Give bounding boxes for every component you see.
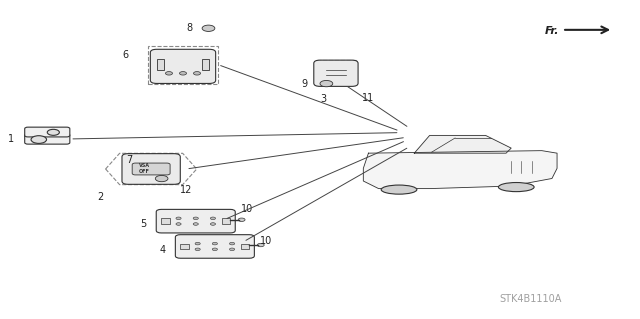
- Ellipse shape: [381, 185, 417, 194]
- Circle shape: [212, 248, 218, 251]
- Circle shape: [193, 71, 200, 75]
- Circle shape: [230, 248, 235, 251]
- Text: 5: 5: [140, 219, 147, 229]
- Polygon shape: [414, 136, 511, 153]
- Circle shape: [211, 217, 216, 219]
- FancyBboxPatch shape: [314, 60, 358, 86]
- Text: 3: 3: [320, 94, 326, 104]
- Circle shape: [176, 217, 181, 219]
- Bar: [241, 244, 249, 249]
- Bar: [157, 59, 164, 70]
- Circle shape: [320, 80, 333, 87]
- Text: 1: 1: [8, 134, 14, 144]
- Text: 12: 12: [180, 184, 193, 195]
- FancyBboxPatch shape: [132, 163, 170, 175]
- FancyBboxPatch shape: [175, 235, 254, 258]
- Polygon shape: [364, 151, 557, 189]
- Text: STK4B1110A: STK4B1110A: [499, 293, 561, 304]
- Text: VSA
OFF: VSA OFF: [139, 163, 150, 174]
- Text: 2: 2: [97, 192, 103, 203]
- Text: 4: 4: [159, 245, 166, 255]
- Text: 8: 8: [186, 23, 193, 33]
- Circle shape: [47, 129, 60, 135]
- Text: 7: 7: [125, 154, 132, 165]
- Bar: [316, 60, 356, 85]
- Circle shape: [212, 242, 218, 245]
- FancyBboxPatch shape: [150, 49, 216, 84]
- FancyBboxPatch shape: [122, 154, 180, 184]
- Text: Fr.: Fr.: [545, 26, 559, 36]
- FancyBboxPatch shape: [156, 209, 236, 233]
- Circle shape: [202, 25, 215, 32]
- Bar: [180, 244, 189, 249]
- Circle shape: [166, 71, 173, 75]
- FancyBboxPatch shape: [25, 127, 70, 137]
- Bar: [202, 59, 209, 70]
- Text: 10: 10: [260, 236, 272, 246]
- Circle shape: [195, 242, 200, 245]
- Circle shape: [257, 243, 264, 247]
- Ellipse shape: [499, 182, 534, 192]
- Text: 11: 11: [362, 93, 374, 103]
- Circle shape: [211, 223, 216, 225]
- Text: 10: 10: [241, 204, 253, 213]
- Bar: [221, 218, 230, 224]
- FancyBboxPatch shape: [25, 134, 70, 144]
- Circle shape: [176, 223, 181, 225]
- Circle shape: [156, 175, 168, 182]
- Text: 6: 6: [123, 50, 129, 60]
- Bar: [148, 46, 218, 84]
- Circle shape: [193, 217, 198, 219]
- Circle shape: [238, 218, 245, 221]
- Circle shape: [31, 136, 47, 144]
- Circle shape: [193, 223, 198, 225]
- Bar: [161, 218, 170, 224]
- Text: 9: 9: [301, 78, 307, 89]
- Circle shape: [230, 242, 235, 245]
- Circle shape: [195, 248, 200, 251]
- Circle shape: [179, 71, 186, 75]
